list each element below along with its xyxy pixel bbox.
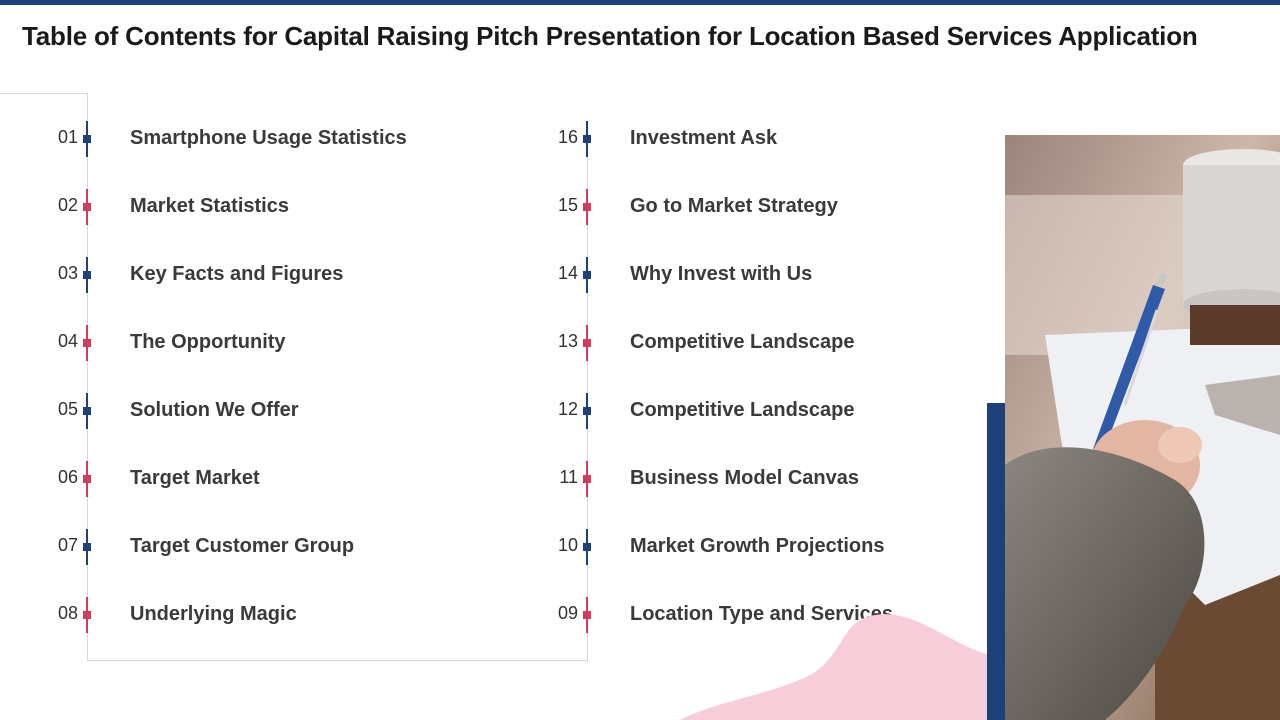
frame-top-line xyxy=(0,93,88,94)
toc-item: 05 Solution We Offer xyxy=(54,393,514,429)
decorative-pink-blob xyxy=(680,614,1010,720)
toc-item-label: Market Growth Projections xyxy=(630,535,885,557)
frame-bottom-line xyxy=(87,660,588,661)
toc-marker-square xyxy=(83,271,91,279)
toc-item: 09 Location Type and Services xyxy=(554,597,1014,633)
toc-item-label: Market Statistics xyxy=(130,195,289,217)
toc-item: 04 The Opportunity xyxy=(54,325,514,361)
toc-marker-square xyxy=(583,543,591,551)
toc-marker-square xyxy=(83,135,91,143)
toc-item-number: 03 xyxy=(57,263,78,283)
toc-item-label: Target Market xyxy=(130,467,260,489)
toc-item-number: 08 xyxy=(57,603,78,623)
toc-item: 07 Target Customer Group xyxy=(54,529,514,565)
toc-marker-square xyxy=(583,611,591,619)
toc-marker-square xyxy=(83,611,91,619)
toc-marker-square xyxy=(83,475,91,483)
toc-item-label: Go to Market Strategy xyxy=(630,195,838,217)
toc-item-label: Location Type and Services xyxy=(630,603,894,625)
toc-marker-square xyxy=(83,339,91,347)
toc-item-label: The Opportunity xyxy=(130,331,286,353)
toc-marker-square xyxy=(583,339,591,347)
toc-item-number: 16 xyxy=(557,127,578,147)
toc-item-number: 15 xyxy=(557,195,578,215)
toc-item-label: Target Customer Group xyxy=(130,535,355,557)
slide-title: Table of Contents for Capital Raising Pi… xyxy=(22,21,1198,51)
toc-item: 08 Underlying Magic xyxy=(54,597,514,633)
toc-item-number: 05 xyxy=(57,399,78,419)
top-accent-bar xyxy=(0,0,1280,5)
toc-item-label: Smartphone Usage Statistics xyxy=(130,127,407,149)
toc-item: 16 Investment Ask xyxy=(554,121,1014,157)
toc-item: 13 Competitive Landscape xyxy=(554,325,1014,361)
toc-item-label: Solution We Offer xyxy=(130,399,299,421)
toc-item-label: Business Model Canvas xyxy=(630,467,859,489)
toc-item-number: 02 xyxy=(57,195,78,215)
toc-item-label: Key Facts and Figures xyxy=(130,263,344,285)
toc-item-number: 01 xyxy=(57,127,78,147)
toc-item: 03 Key Facts and Figures xyxy=(54,257,514,293)
toc-marker-square xyxy=(83,407,91,415)
toc-item-label: Competitive Landscape xyxy=(630,331,855,353)
toc-marker-square xyxy=(83,543,91,551)
toc-item: 15 Go to Market Strategy xyxy=(554,189,1014,225)
blue-accent-bar xyxy=(987,403,1005,720)
toc-marker-square xyxy=(583,475,591,483)
photo-illustration xyxy=(1005,135,1280,720)
toc-item: 06 Target Market xyxy=(54,461,514,497)
toc-item-number: 12 xyxy=(557,399,578,419)
toc-item-number: 04 xyxy=(57,331,78,351)
toc-item: 01 Smartphone Usage Statistics xyxy=(54,121,514,157)
toc-item-label: Underlying Magic xyxy=(130,603,297,625)
toc-item: 10 Market Growth Projections xyxy=(554,529,1014,565)
toc-item-number: 14 xyxy=(557,263,578,283)
toc-item-label: Investment Ask xyxy=(630,127,778,149)
toc-marker-square xyxy=(583,407,591,415)
toc-item-number: 06 xyxy=(57,467,78,487)
toc-item-number: 11 xyxy=(559,467,578,487)
toc-item-label: Why Invest with Us xyxy=(630,263,813,285)
toc-item-number: 13 xyxy=(557,331,578,351)
toc-item-number: 07 xyxy=(57,535,78,555)
toc-marker-square xyxy=(583,203,591,211)
toc-item-label: Competitive Landscape xyxy=(630,399,855,421)
toc-item-number: 09 xyxy=(557,603,578,623)
frame-left-line xyxy=(87,93,88,661)
toc-item: 12 Competitive Landscape xyxy=(554,393,1014,429)
photo-hand-writing xyxy=(1005,135,1280,720)
toc-item: 11 Business Model Canvas xyxy=(554,461,1014,497)
toc-marker-square xyxy=(583,135,591,143)
toc-marker-square xyxy=(83,203,91,211)
toc-item-number: 10 xyxy=(557,535,578,555)
toc-item: 02 Market Statistics xyxy=(54,189,514,225)
toc-item: 14 Why Invest with Us xyxy=(554,257,1014,293)
toc-marker-square xyxy=(583,271,591,279)
